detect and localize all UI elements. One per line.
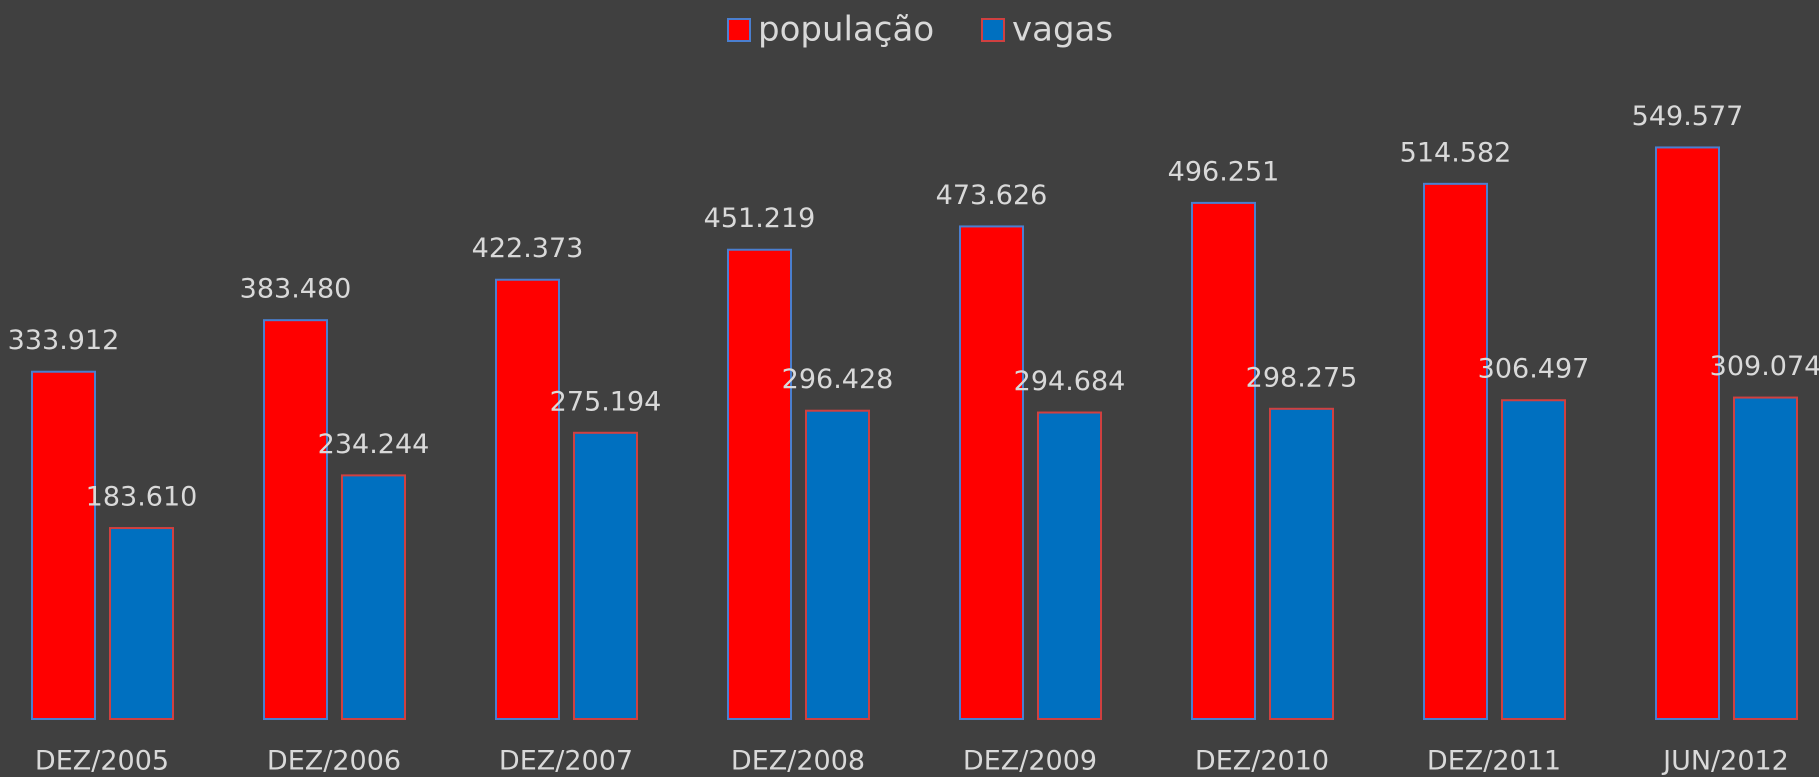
bar	[1037, 411, 1102, 720]
bar	[31, 370, 96, 720]
x-tick-label: DEZ/2008	[731, 746, 865, 777]
data-label: 514.582	[1400, 137, 1512, 168]
legend-swatch	[981, 18, 1005, 42]
bar	[805, 409, 870, 720]
bar	[341, 474, 406, 720]
data-label: 275.194	[550, 386, 662, 417]
data-label: 296.428	[782, 364, 894, 395]
legend-label: população	[758, 10, 934, 50]
data-label: 234.244	[318, 429, 430, 460]
bar	[1191, 201, 1256, 720]
data-label: 451.219	[704, 203, 816, 234]
x-tick-label: DEZ/2006	[267, 746, 401, 777]
data-label: 294.684	[1014, 366, 1126, 397]
data-label: 473.626	[936, 180, 1048, 211]
data-label: 496.251	[1168, 156, 1280, 187]
bar	[1733, 396, 1798, 720]
data-label: 383.480	[240, 274, 352, 305]
x-tick-label: JUN/2012	[1661, 746, 1789, 777]
data-label: 183.610	[86, 482, 198, 513]
bar	[1655, 146, 1720, 720]
bar	[1423, 182, 1488, 720]
data-label: 333.912	[8, 325, 120, 356]
bar	[727, 248, 792, 720]
bar	[959, 225, 1024, 720]
bar	[1269, 407, 1334, 720]
data-label: 422.373	[472, 233, 584, 264]
x-tick-label: DEZ/2007	[499, 746, 633, 777]
x-tick-label: DEZ/2010	[1195, 746, 1329, 777]
bar	[573, 431, 638, 720]
legend-label: vagas	[1012, 10, 1113, 50]
legend-swatch	[727, 18, 751, 42]
bar	[263, 319, 328, 720]
bar	[1501, 399, 1566, 720]
data-label: 549.577	[1632, 101, 1744, 132]
data-label: 306.497	[1478, 354, 1590, 385]
bar	[109, 527, 174, 720]
x-tick-label: DEZ/2005	[35, 746, 169, 777]
x-tick-label: DEZ/2009	[963, 746, 1097, 777]
data-label: 298.275	[1246, 362, 1358, 393]
data-label: 309.074	[1710, 351, 1819, 382]
bar	[495, 278, 560, 720]
x-tick-label: DEZ/2011	[1427, 746, 1561, 777]
